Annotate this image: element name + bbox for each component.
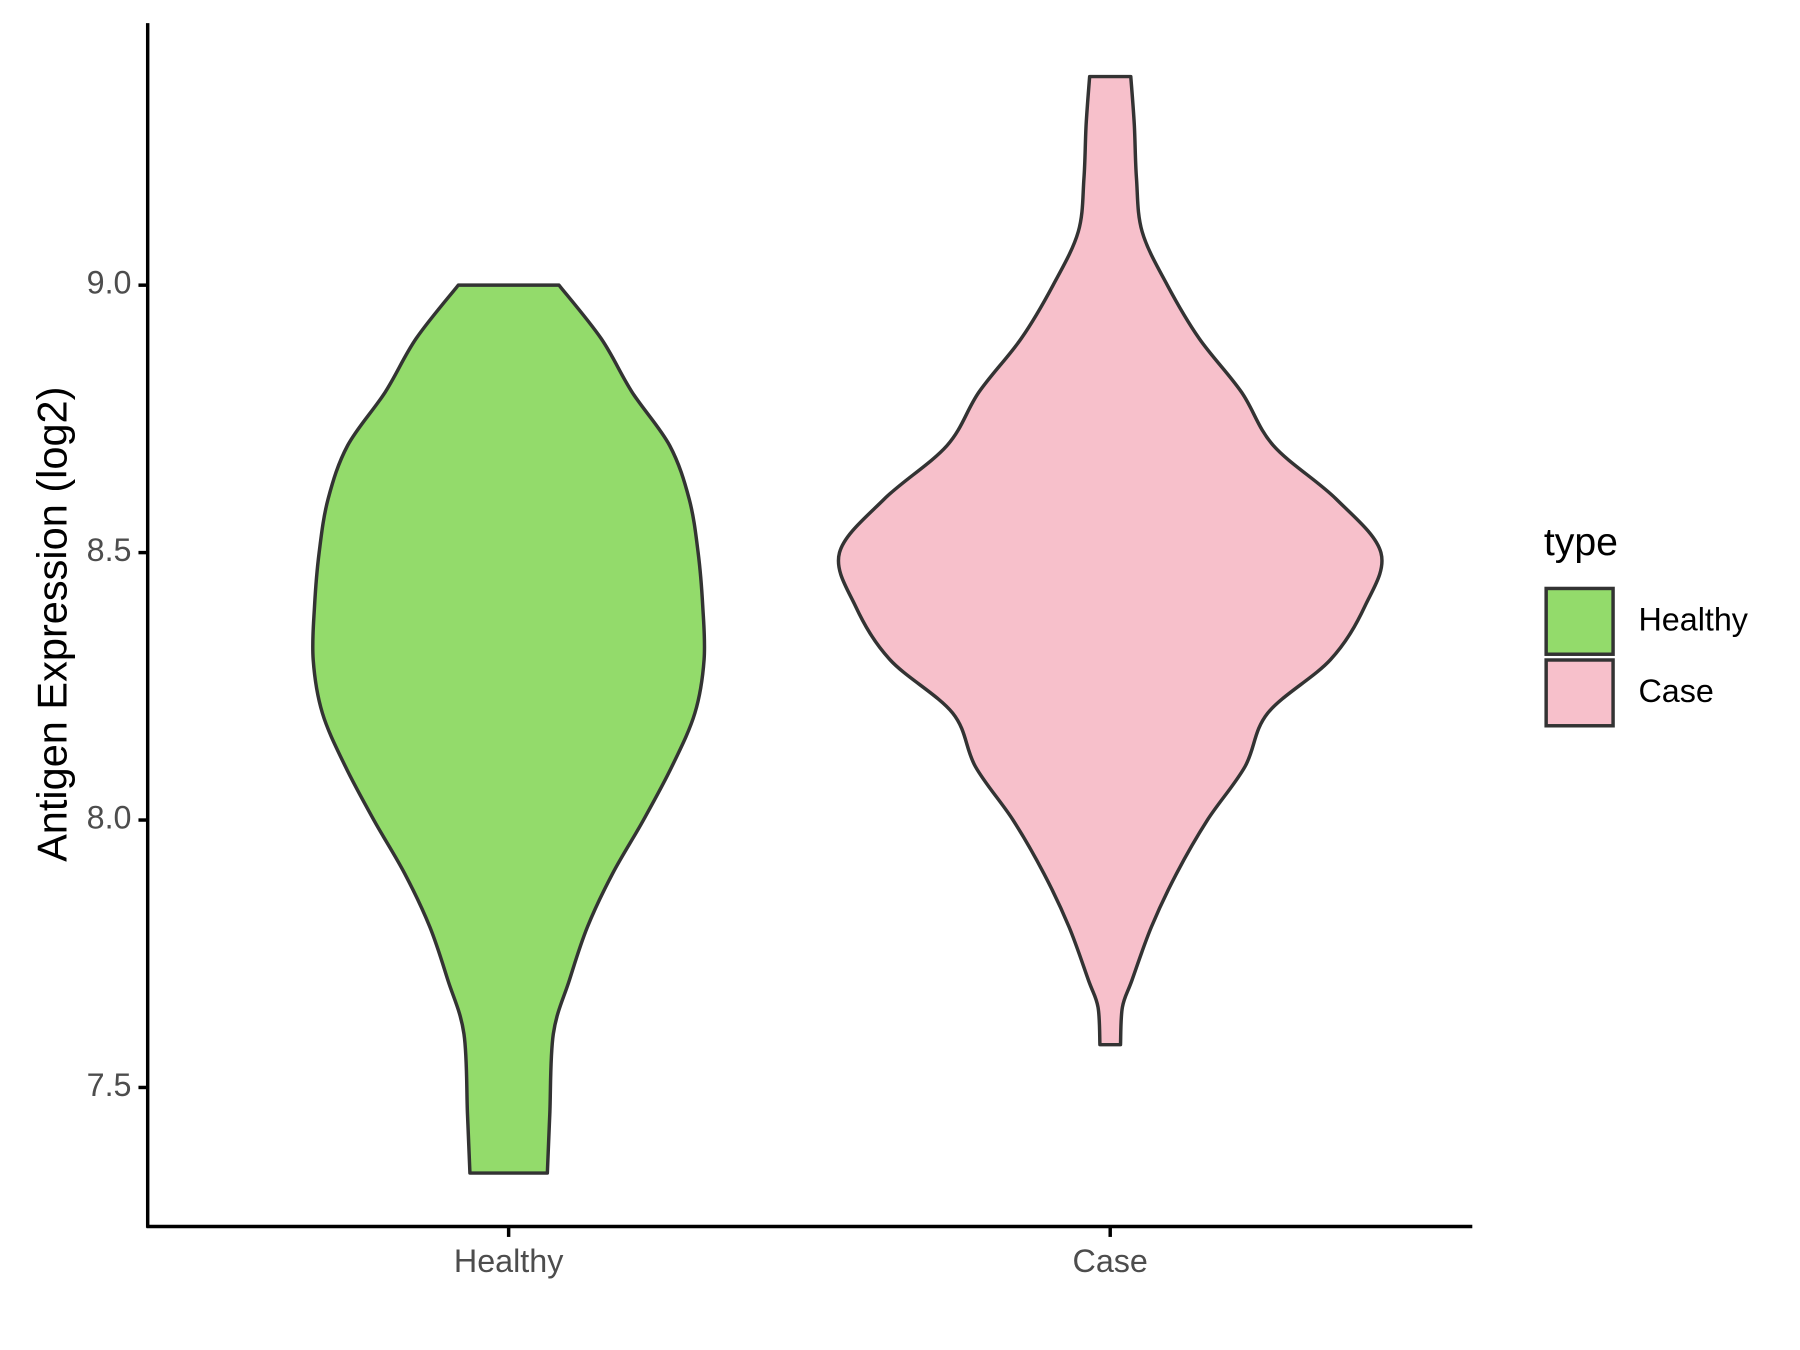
y-tick-label: 8.0 [87,800,132,836]
y-tick-label: 8.5 [87,532,132,568]
y-axis-title: Antigen Expression (log2) [28,387,75,862]
legend-label: Case [1638,673,1713,709]
legend-key [1544,658,1615,728]
y-tick-label: 9.0 [87,265,132,301]
legend-label: Healthy [1638,601,1748,637]
x-tick-label: Healthy [454,1243,564,1279]
legend-key [1544,586,1615,656]
legend-title: type [1544,520,1618,564]
violin [310,283,707,1175]
x-tick-label: Case [1073,1243,1148,1279]
violin [836,74,1384,1047]
y-tick-label: 7.5 [87,1067,132,1103]
